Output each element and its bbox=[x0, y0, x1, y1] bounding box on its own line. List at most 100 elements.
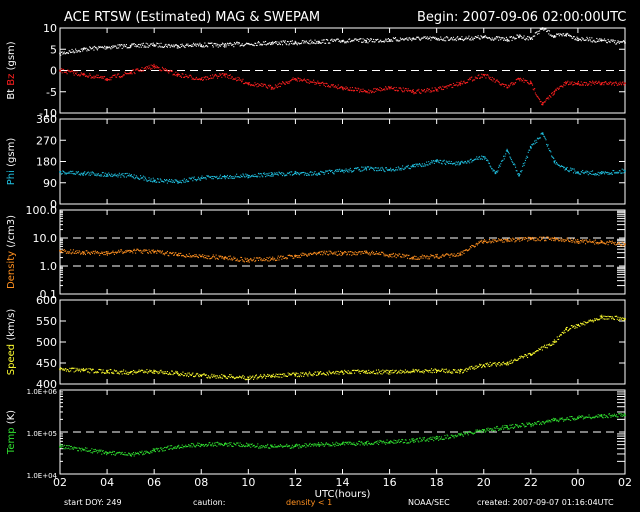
data-point bbox=[535, 94, 537, 96]
data-point bbox=[432, 90, 434, 92]
data-point bbox=[167, 44, 169, 46]
data-point bbox=[208, 442, 210, 444]
data-point bbox=[565, 34, 567, 36]
data-point bbox=[265, 259, 267, 261]
data-point bbox=[265, 446, 267, 448]
data-point bbox=[608, 82, 610, 84]
data-point bbox=[346, 442, 348, 444]
data-point bbox=[339, 371, 341, 373]
data-point bbox=[379, 253, 381, 256]
data-point bbox=[72, 51, 74, 53]
data-point bbox=[223, 75, 225, 77]
data-point bbox=[212, 375, 214, 377]
data-point bbox=[94, 372, 96, 374]
data-point bbox=[398, 370, 400, 372]
data-point bbox=[283, 40, 285, 42]
data-point bbox=[358, 40, 360, 42]
data-point bbox=[303, 374, 305, 376]
data-point bbox=[387, 169, 390, 171]
data-point bbox=[86, 75, 88, 77]
data-point bbox=[120, 453, 122, 455]
data-point bbox=[128, 175, 130, 177]
data-point bbox=[624, 414, 626, 417]
data-point bbox=[231, 44, 233, 46]
data-point bbox=[455, 255, 457, 257]
data-point bbox=[71, 70, 73, 72]
data-point bbox=[394, 370, 397, 372]
data-point bbox=[318, 372, 320, 374]
data-point bbox=[193, 43, 195, 46]
data-point bbox=[216, 441, 219, 443]
y-axis-label: Phi (gsm) bbox=[6, 138, 17, 186]
data-point bbox=[528, 149, 530, 151]
data-point bbox=[214, 42, 216, 45]
data-point bbox=[104, 253, 106, 256]
data-point bbox=[370, 253, 372, 255]
data-point bbox=[411, 38, 414, 40]
data-point bbox=[283, 375, 285, 377]
data-point bbox=[310, 81, 312, 83]
data-point bbox=[123, 372, 125, 374]
data-point bbox=[438, 87, 440, 89]
data-point bbox=[444, 162, 446, 164]
data-point bbox=[59, 50, 61, 52]
data-point bbox=[331, 252, 333, 254]
data-point bbox=[451, 371, 453, 373]
data-point bbox=[219, 256, 221, 258]
data-point bbox=[267, 443, 269, 445]
data-point bbox=[433, 255, 435, 257]
data-point bbox=[418, 91, 421, 93]
data-point bbox=[305, 371, 307, 374]
data-point bbox=[554, 160, 556, 162]
data-point bbox=[397, 40, 399, 42]
data-point bbox=[498, 239, 500, 241]
data-point bbox=[171, 370, 173, 372]
data-point bbox=[106, 370, 108, 373]
data-point bbox=[579, 173, 581, 175]
data-point bbox=[440, 162, 442, 164]
data-point bbox=[513, 238, 515, 240]
data-point bbox=[499, 239, 501, 241]
data-point bbox=[239, 45, 241, 47]
data-point bbox=[173, 254, 176, 256]
data-point bbox=[409, 372, 411, 374]
data-point bbox=[281, 446, 284, 448]
data-point bbox=[245, 379, 247, 381]
data-point bbox=[438, 369, 440, 371]
data-point bbox=[304, 79, 306, 81]
data-point bbox=[269, 42, 271, 44]
data-point bbox=[338, 87, 340, 89]
data-point bbox=[257, 376, 259, 378]
data-point bbox=[438, 162, 440, 164]
data-point bbox=[89, 368, 91, 370]
data-point bbox=[176, 47, 178, 49]
data-point bbox=[81, 252, 83, 254]
data-point bbox=[270, 88, 272, 90]
data-point bbox=[579, 84, 581, 86]
data-point bbox=[318, 40, 320, 43]
data-point bbox=[75, 369, 77, 371]
data-point bbox=[114, 74, 116, 76]
data-point bbox=[125, 172, 127, 175]
data-point bbox=[286, 172, 289, 174]
data-point bbox=[618, 84, 620, 86]
data-point bbox=[111, 451, 113, 454]
data-point bbox=[72, 173, 75, 175]
data-point bbox=[391, 169, 393, 171]
data-point bbox=[421, 440, 423, 442]
data-point bbox=[292, 77, 294, 79]
data-point bbox=[230, 77, 232, 79]
data-point bbox=[339, 170, 341, 173]
data-point bbox=[500, 363, 502, 365]
data-point bbox=[253, 444, 255, 447]
data-point bbox=[361, 91, 363, 93]
data-point bbox=[294, 42, 297, 44]
data-point bbox=[64, 53, 66, 55]
data-point bbox=[440, 36, 442, 38]
data-point bbox=[592, 80, 594, 82]
data-point bbox=[70, 170, 72, 172]
data-point bbox=[195, 373, 197, 375]
data-point bbox=[601, 39, 603, 41]
